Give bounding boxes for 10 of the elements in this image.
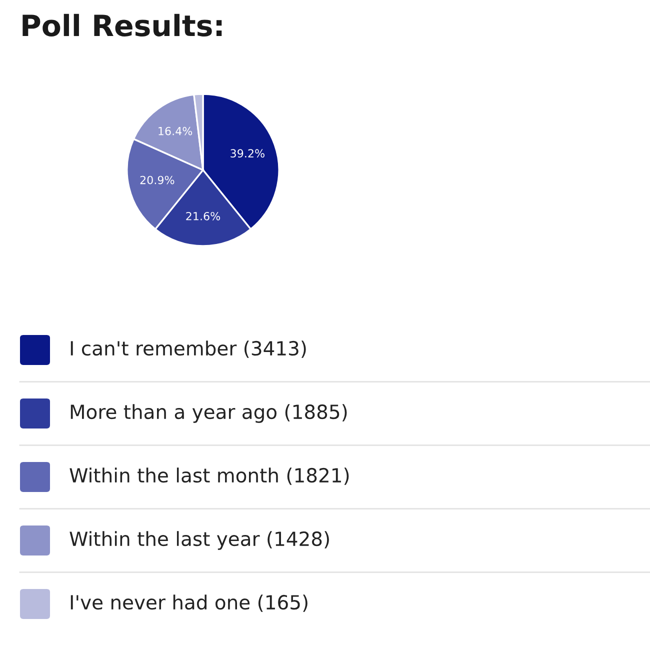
legend-label: More than a year ago (1885) bbox=[70, 404, 347, 423]
legend-label: Within the last year (1428) bbox=[70, 531, 329, 550]
data-label: 20.9% bbox=[140, 176, 174, 184]
legend-label: I can't remember (3413) bbox=[70, 340, 306, 358]
chart-title: Poll Results: bbox=[22, 14, 222, 36]
legend-label: Within the last month (1821) bbox=[70, 468, 349, 485]
legend-label: I've never had one (165) bbox=[70, 594, 308, 612]
data-label: 39.2% bbox=[230, 149, 264, 158]
data-label: 21.6% bbox=[186, 212, 220, 220]
data-label: 16.4% bbox=[158, 126, 192, 136]
